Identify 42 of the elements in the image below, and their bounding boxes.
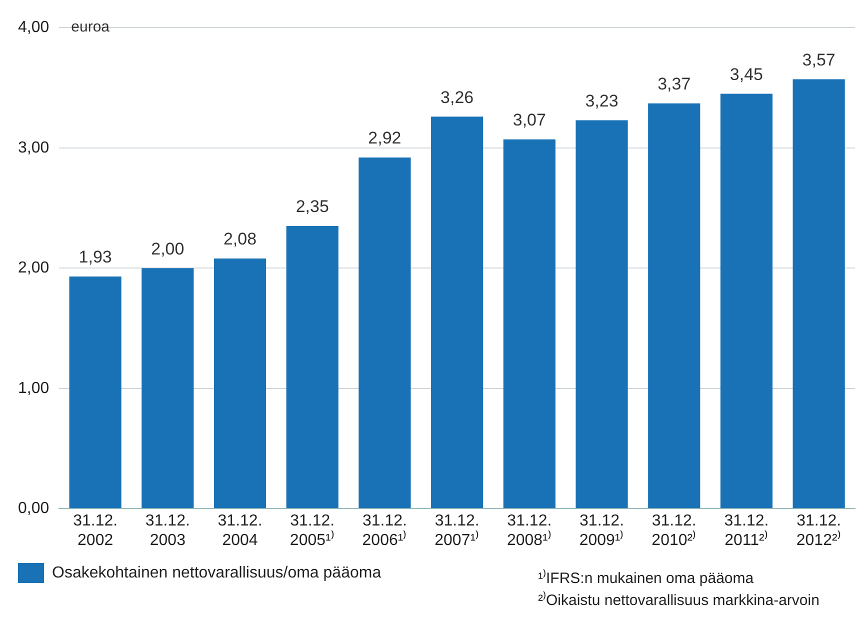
text: ²⁾Oikaistu nettovarallisuus markkina-arvoin — [538, 590, 820, 611]
x-tick-label: 31.12. 2004 — [218, 512, 262, 549]
y-tick-label: 4,00 — [18, 19, 50, 36]
legend-label: Osakekohtainen nettovarallisuus/oma pääoma — [52, 564, 382, 582]
data-label: 3,45 — [730, 64, 764, 84]
x-tick-label: 31.12. 2005¹⁾ — [290, 512, 335, 549]
bar — [286, 226, 338, 508]
x-tick-label: 31.12. 2006¹⁾ — [362, 512, 408, 549]
data-label: 3,23 — [585, 91, 618, 110]
data-label: 1,93 — [78, 248, 112, 267]
x-tick-label: 31.12. 2011²⁾ — [724, 512, 769, 549]
data-label: 2,35 — [296, 197, 329, 216]
bar — [214, 258, 266, 508]
y-tick-label: 1,00 — [18, 380, 50, 397]
text: ¹⁾IFRS:n mukainen oma pääoma — [538, 568, 755, 589]
x-tick-label: 31.12. 2012²⁾ — [796, 512, 842, 549]
data-label: 2,92 — [368, 128, 402, 148]
bar — [720, 94, 773, 508]
bar — [69, 276, 122, 508]
bar — [503, 139, 556, 508]
x-tick-label: 31.12. 2009¹⁾ — [579, 512, 624, 549]
data-label: 2,00 — [151, 239, 184, 258]
y-tick-label: 3,00 — [18, 139, 50, 156]
data-label: 3,26 — [440, 88, 474, 107]
x-tick-label: 31.12. 2010²⁾ — [652, 512, 697, 549]
x-tick-label: 31.12. 2002 — [73, 512, 118, 549]
data-label: 3,37 — [658, 74, 691, 94]
bar — [576, 120, 628, 508]
bar — [431, 116, 484, 508]
bar — [792, 79, 845, 508]
y-tick-label: 2,00 — [18, 260, 50, 277]
y-axis-title: euroa — [71, 18, 110, 36]
bar — [142, 268, 194, 508]
x-tick-label: 31.12. 2003 — [145, 512, 190, 549]
y-tick-label: 0,00 — [18, 500, 50, 518]
data-label: 2,08 — [223, 230, 257, 249]
x-tick-label: 31.12. 2008¹⁾ — [506, 512, 552, 549]
data-label: 3,07 — [512, 110, 546, 130]
bar — [648, 103, 700, 508]
bar — [358, 157, 411, 508]
x-tick-label: 31.12. 2007¹⁾ — [434, 512, 480, 549]
data-label: 3,57 — [802, 50, 836, 70]
